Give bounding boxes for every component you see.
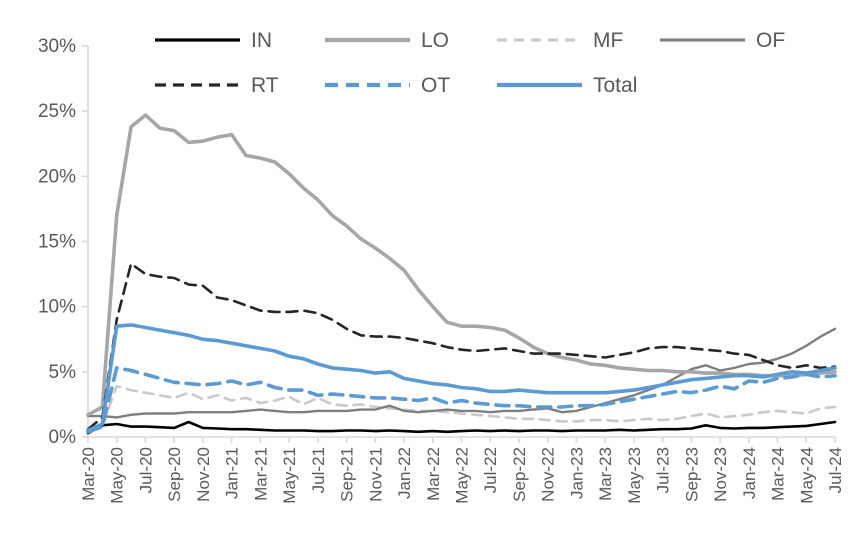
x-tick-label: May-23 xyxy=(625,447,644,504)
legend-label-IN: IN xyxy=(251,29,272,52)
x-tick-label: May-22 xyxy=(453,447,472,504)
series-line-Total xyxy=(86,323,837,433)
series-line-OF xyxy=(86,327,837,419)
legend-label-Total: Total xyxy=(593,74,637,97)
x-axis-labels: Mar-20 May-20 Jul-20 Sep-20 Nov-20 Jan-21 Mar-… xyxy=(79,437,845,504)
x-tick-label: Mar-20 xyxy=(79,447,98,501)
x-tick-label: Sep-23 xyxy=(682,447,701,502)
series-line-IN xyxy=(86,420,837,435)
series-line-LO xyxy=(86,113,837,417)
x-tick-label: Jan-24 xyxy=(740,447,759,499)
x-tick-label: Jan-22 xyxy=(395,447,414,499)
x-tick-label: Jul-24 xyxy=(826,447,845,493)
legend-item-OF: OF xyxy=(660,29,785,52)
x-tick-label: Mar-21 xyxy=(251,447,270,501)
x-tick-label: May-20 xyxy=(108,447,127,504)
legend-item-MF: MF xyxy=(497,29,623,52)
legend-item-LO: LO xyxy=(325,29,449,52)
x-tick-label: Mar-22 xyxy=(424,447,443,501)
x-tick-label: Sep-22 xyxy=(510,447,529,502)
legend-item-RT: RT xyxy=(155,74,279,97)
x-tick-label: Jan-23 xyxy=(567,447,586,499)
y-tick-label: 30% xyxy=(38,36,76,57)
y-tick-label: 25% xyxy=(38,101,76,122)
series-lines xyxy=(86,113,837,435)
x-tick-label: Nov-21 xyxy=(366,447,385,502)
x-tick-label: Sep-21 xyxy=(338,447,357,502)
x-tick-label: Jul-20 xyxy=(136,447,155,493)
x-tick-label: Jul-22 xyxy=(481,447,500,493)
x-tick-label: Nov-23 xyxy=(711,447,730,502)
x-tick-label: Jul-23 xyxy=(654,447,673,493)
x-tick-label: Nov-22 xyxy=(539,447,558,502)
y-tick-label: 15% xyxy=(38,232,76,253)
legend-label-LO: LO xyxy=(421,29,449,52)
x-tick-label: Jan-21 xyxy=(223,447,242,499)
legend-label-MF: MF xyxy=(593,29,623,52)
x-tick-label: Mar-24 xyxy=(769,447,788,501)
series-line-MF xyxy=(86,384,837,434)
series-line-OT xyxy=(86,366,837,434)
x-tick-label: Mar-23 xyxy=(596,447,615,501)
y-tick-label: 0% xyxy=(49,427,77,448)
legend-label-RT: RT xyxy=(251,74,279,97)
legend-item-Total: Total xyxy=(497,74,637,97)
legend: IN LO MF OF RT OT Total xyxy=(155,29,785,97)
legend-item-IN: IN xyxy=(155,29,272,52)
legend-label-OF: OF xyxy=(756,29,785,52)
x-tick-label: Sep-20 xyxy=(165,447,184,502)
x-tick-label: Nov-20 xyxy=(194,447,213,502)
y-tick-label: 5% xyxy=(49,362,77,383)
series-line-RT xyxy=(86,262,837,431)
y-tick-label: 20% xyxy=(38,166,76,187)
x-tick-label: May-21 xyxy=(280,447,299,504)
x-tick-label: Jul-21 xyxy=(309,447,328,493)
legend-label-OT: OT xyxy=(421,74,450,97)
legend-item-OT: OT xyxy=(325,74,450,97)
x-tick-label: May-24 xyxy=(797,447,816,504)
y-tick-label: 10% xyxy=(38,297,76,318)
y-axis-labels: 0% 5% 10% 15% 20% 25% 30% xyxy=(38,36,88,448)
